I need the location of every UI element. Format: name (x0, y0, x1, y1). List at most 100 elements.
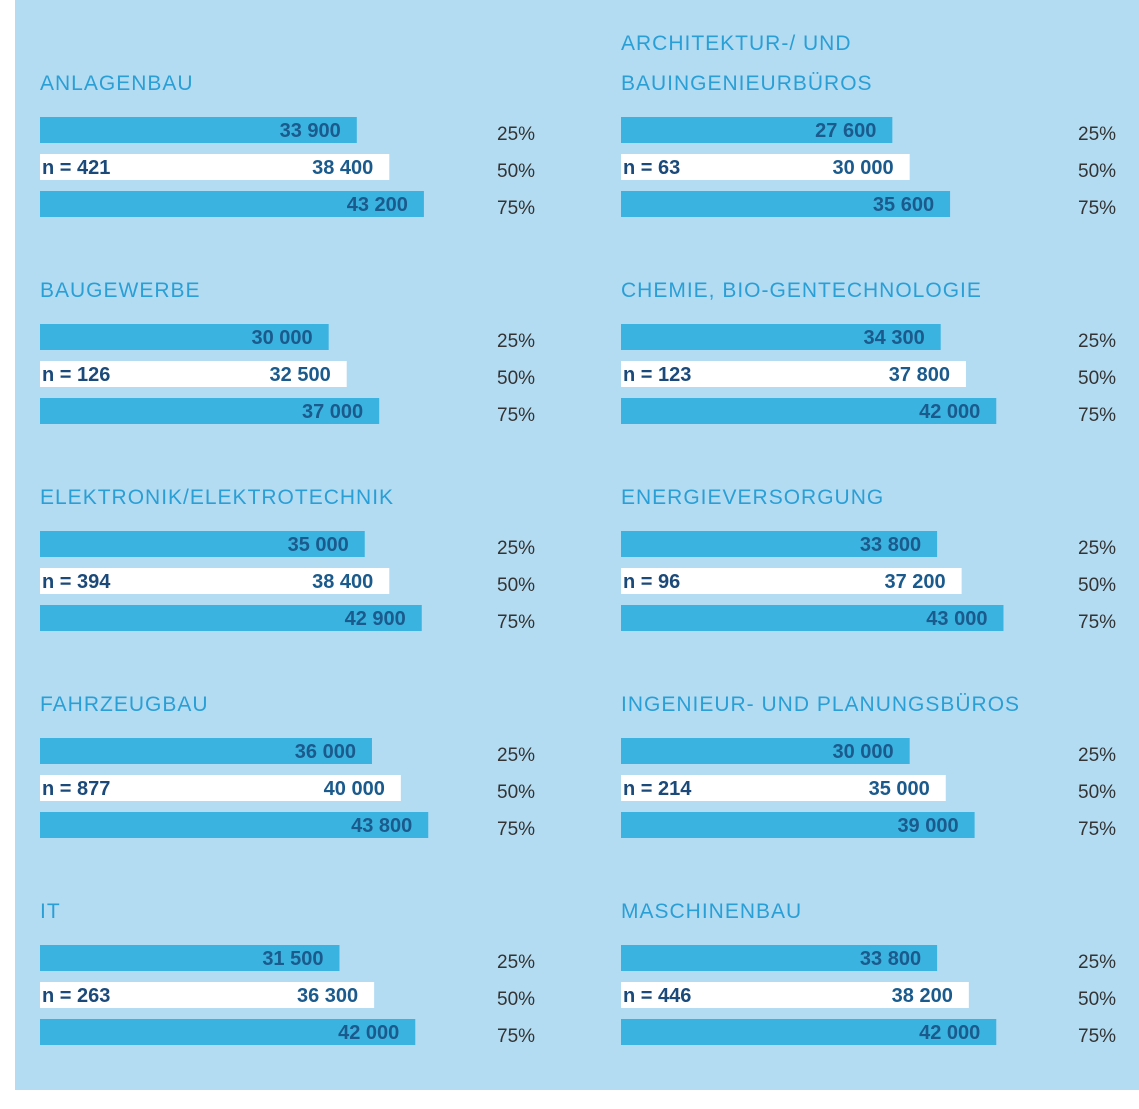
value-label: 37 000 (302, 401, 363, 423)
panel-title: INGENIEUR- UND PLANUNGSBÜROS (621, 693, 1020, 716)
value-label: 27 600 (815, 120, 876, 142)
sample-size: n = 421 (42, 157, 110, 179)
category-label: 75% (1078, 405, 1116, 426)
value-label: 42 000 (338, 1022, 399, 1044)
category-label: 75% (497, 405, 535, 426)
value-label: 30 000 (832, 741, 893, 763)
sample-size: n = 123 (623, 364, 691, 386)
value-label: 43 200 (347, 194, 408, 216)
sample-size: n = 394 (42, 571, 111, 593)
value-label: 38 200 (892, 985, 953, 1007)
bar (40, 154, 390, 180)
value-label: 42 000 (919, 1022, 980, 1044)
bar (621, 531, 938, 557)
category-label: 75% (497, 198, 535, 219)
panel-title: ENERGIEVERSORGUNG (621, 486, 884, 509)
category-label: 50% (1078, 161, 1116, 182)
category-label: 50% (1078, 575, 1116, 596)
bar (40, 117, 357, 143)
bar (40, 191, 424, 217)
panel-title: BAUGEWERBE (40, 279, 201, 302)
bar (40, 531, 365, 557)
bar (40, 812, 429, 838)
category-label: 75% (497, 612, 535, 633)
panel-title: ARCHITEKTUR-/ UND (621, 32, 852, 55)
category-label: 50% (1078, 782, 1116, 803)
panel-title: ELEKTRONIK/ELEKTROTECHNIK (40, 486, 394, 509)
bar (621, 117, 893, 143)
bar (621, 982, 969, 1008)
value-label: 40 000 (324, 778, 385, 800)
category-label: 25% (497, 124, 535, 145)
bar (621, 191, 951, 217)
value-label: 31 500 (262, 948, 323, 970)
category-label: 25% (497, 331, 535, 352)
category-label: 75% (497, 1026, 535, 1047)
sample-size: n = 96 (623, 571, 680, 593)
category-label: 50% (497, 782, 535, 803)
bar (40, 775, 401, 801)
bar (621, 154, 910, 180)
value-label: 30 000 (251, 327, 312, 349)
bar (621, 1019, 997, 1045)
value-label: 43 000 (926, 608, 987, 630)
bar (621, 361, 966, 387)
bar (40, 398, 380, 424)
value-label: 33 800 (860, 948, 921, 970)
category-label: 50% (1078, 989, 1116, 1010)
panel-title: MASCHINENBAU (621, 900, 802, 923)
value-label: 36 000 (295, 741, 356, 763)
category-label: 75% (1078, 198, 1116, 219)
category-label: 50% (1078, 368, 1116, 389)
bar (621, 945, 938, 971)
value-label: 43 800 (351, 815, 412, 837)
value-label: 39 000 (897, 815, 958, 837)
value-label: 42 900 (345, 608, 406, 630)
bar (621, 775, 946, 801)
category-label: 75% (1078, 1026, 1116, 1047)
bar (40, 738, 372, 764)
value-label: 35 600 (873, 194, 934, 216)
sample-size: n = 263 (42, 985, 110, 1007)
sample-size: n = 214 (623, 778, 692, 800)
bar (621, 324, 941, 350)
bar (621, 605, 1004, 631)
value-label: 30 000 (832, 157, 893, 179)
category-label: 50% (497, 161, 535, 182)
category-label: 25% (1078, 745, 1116, 766)
bar (40, 1019, 416, 1045)
category-label: 25% (1078, 538, 1116, 559)
bar (621, 398, 997, 424)
sample-size: n = 446 (623, 985, 691, 1007)
value-label: 37 200 (884, 571, 945, 593)
category-label: 75% (1078, 612, 1116, 633)
category-label: 25% (497, 952, 535, 973)
value-label: 33 900 (280, 120, 341, 142)
category-label: 50% (497, 368, 535, 389)
panel-title: BAUINGENIEURBÜROS (621, 72, 873, 95)
panel-title: IT (40, 900, 61, 923)
bar (40, 568, 390, 594)
bar (40, 945, 340, 971)
value-label: 36 300 (297, 985, 358, 1007)
value-label: 34 300 (864, 327, 925, 349)
value-label: 35 000 (288, 534, 349, 556)
bar (621, 812, 975, 838)
bar (40, 605, 422, 631)
value-label: 37 800 (889, 364, 950, 386)
category-label: 25% (497, 745, 535, 766)
bar (40, 361, 347, 387)
sample-size: n = 877 (42, 778, 110, 800)
category-label: 50% (497, 989, 535, 1010)
value-label: 33 800 (860, 534, 921, 556)
category-label: 25% (1078, 952, 1116, 973)
category-label: 75% (497, 819, 535, 840)
value-label: 32 500 (270, 364, 331, 386)
value-label: 35 000 (869, 778, 930, 800)
value-label: 42 000 (919, 401, 980, 423)
category-label: 25% (1078, 124, 1116, 145)
bar (40, 982, 375, 1008)
panel-title: FAHRZEUGBAU (40, 693, 209, 716)
panel-title: ANLAGENBAU (40, 72, 194, 95)
